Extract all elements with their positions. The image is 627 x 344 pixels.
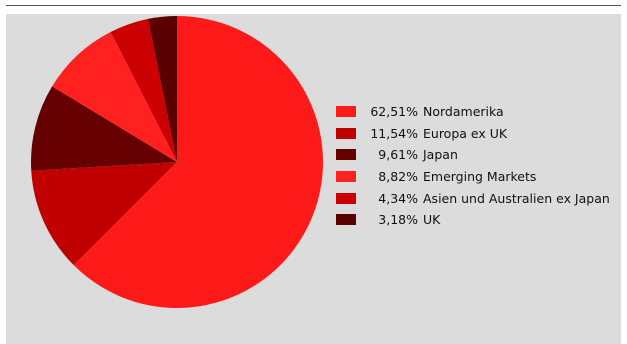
legend-item: 9,61% Japan [336,144,610,166]
legend-swatch [336,106,356,118]
pie-chart [31,16,323,308]
legend-item: 11,54% Europa ex UK [336,123,610,145]
legend-percent: 62,51% [370,104,418,120]
legend-label: UK [423,212,441,228]
legend-swatch [336,149,356,161]
legend-swatch [336,127,356,139]
legend-percent: 3,18% [378,212,418,228]
legend-label: Japan [423,147,458,163]
legend-label: Asien und Australien ex Japan [423,190,610,206]
legend-swatch [336,171,356,183]
legend-label: Europa ex UK [423,125,508,141]
legend-percent: 8,82% [378,169,418,185]
chart-panel: 62,51% Nordamerika 11,54% Europa ex UK 9,61%… [6,14,621,344]
legend-percent: 4,34% [378,190,418,206]
legend-label: Emerging Markets [423,169,537,185]
legend-label: Nordamerika [423,104,504,120]
legend-swatch [336,214,356,226]
legend-item: 4,34% Asien und Australien ex Japan [336,187,610,209]
pie-slice-nordamerika [73,16,323,308]
top-separator [6,5,621,6]
legend-item: 8,82% Emerging Markets [336,166,610,188]
chart-legend: 62,51% Nordamerika 11,54% Europa ex UK 9,61%… [336,101,610,231]
pie-slice-asien-und-australien-ex-japan [110,18,177,163]
pie-slice-emerging-markets [52,31,178,162]
legend-item: 3,18% UK [336,209,610,231]
legend-percent: 9,61% [378,147,418,163]
legend-percent: 11,54% [370,125,418,141]
legend-swatch [336,192,356,204]
legend-item: 62,51% Nordamerika [336,101,610,123]
pie-slice-uk [148,16,177,162]
pie-slice-japan [31,86,177,171]
pie-slice-europa-ex-uk [31,162,178,266]
